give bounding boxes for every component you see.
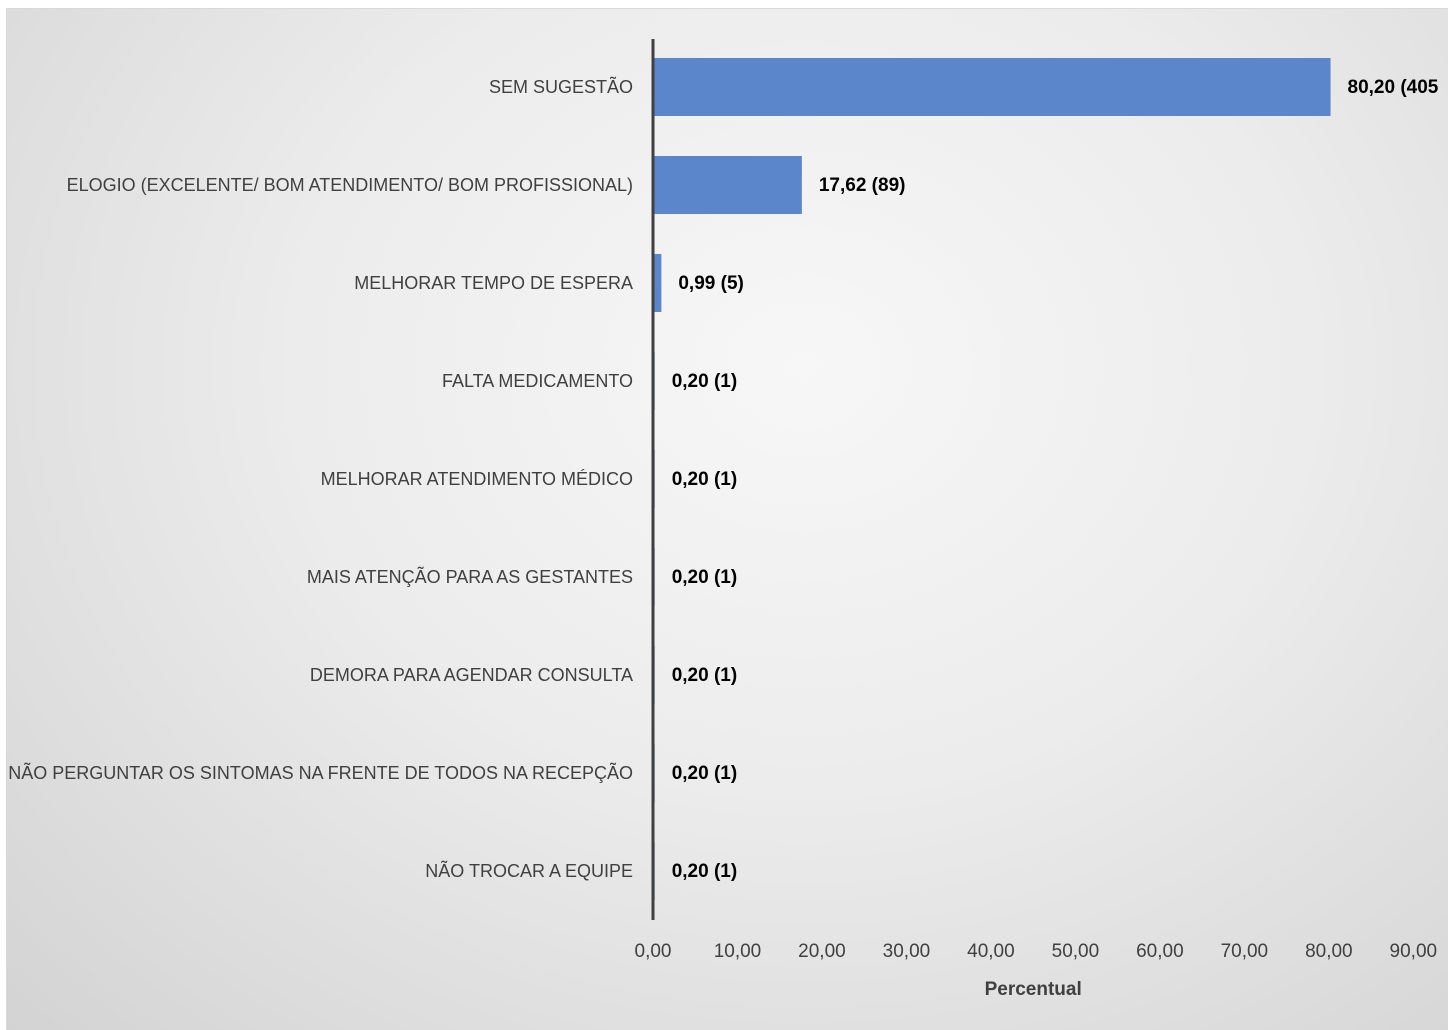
x-tick-label-6: 50,00 [1052, 941, 1100, 962]
x-tick-label-10: 90,00 [1390, 941, 1438, 962]
category-label-1: SEM SUGESTÃO [489, 76, 633, 97]
bar-chart: SEM SUGESTÃO ELOGIO (EXCELENTE/ BOM ATEND… [8, 39, 1439, 1000]
bar-3 [653, 254, 662, 312]
data-label-3: 0,99 (5) [678, 273, 743, 294]
category-labels: SEM SUGESTÃO ELOGIO (EXCELENTE/ BOM ATEND… [8, 76, 633, 881]
data-label-4: 0,20 (1) [672, 371, 737, 392]
x-tick-label-9: 80,00 [1305, 941, 1353, 962]
chart-area: SEM SUGESTÃO ELOGIO (EXCELENTE/ BOM ATEND… [6, 8, 1448, 1030]
x-tick-label-1: 0,00 [635, 941, 672, 962]
data-label-2: 17,62 (89) [819, 175, 906, 196]
category-label-6: MAIS ATENÇÃO PARA AS GESTANTES [307, 566, 633, 587]
data-label-6: 0,20 (1) [672, 567, 737, 588]
data-label-7: 0,20 (1) [672, 665, 737, 686]
x-axis-title: Percentual [985, 979, 1082, 1000]
x-tick-label-8: 70,00 [1221, 941, 1269, 962]
data-label-5: 0,20 (1) [672, 469, 737, 490]
bar-1 [653, 58, 1331, 116]
bar-2 [653, 156, 802, 214]
data-labels: 80,20 (405 17,62 (89) 0,99 (5) 0,20 (1) 0,20… [672, 77, 1439, 882]
category-label-3: MELHORAR TEMPO DE ESPERA [354, 273, 633, 293]
data-label-8: 0,20 (1) [672, 763, 737, 784]
data-label-1: 80,20 (405 [1348, 77, 1439, 98]
data-label-9: 0,20 (1) [672, 861, 737, 882]
category-label-7: DEMORA PARA AGENDAR CONSULTA [310, 665, 633, 685]
category-label-4: FALTA MEDICAMENTO [442, 371, 633, 391]
x-tick-label-3: 20,00 [798, 941, 846, 962]
x-tick-label-5: 40,00 [967, 941, 1015, 962]
x-axis-tick-labels: 0,00 10,00 20,00 30,00 40,00 50,00 60,00 70,00 8… [635, 941, 1438, 962]
category-label-8: NÃO PERGUNTAR OS SINTOMAS NA FRENTE DE T… [8, 762, 633, 783]
category-label-9: NÃO TROCAR A EQUIPE [425, 860, 633, 881]
x-tick-label-4: 30,00 [883, 941, 931, 962]
x-tick-label-2: 10,00 [714, 941, 762, 962]
x-tick-label-7: 60,00 [1136, 941, 1184, 962]
category-label-2: ELOGIO (EXCELENTE/ BOM ATENDIMENTO/ BOM … [67, 175, 633, 195]
category-label-5: MELHORAR ATENDIMENTO MÉDICO [321, 469, 633, 489]
bars-group [653, 58, 1331, 900]
